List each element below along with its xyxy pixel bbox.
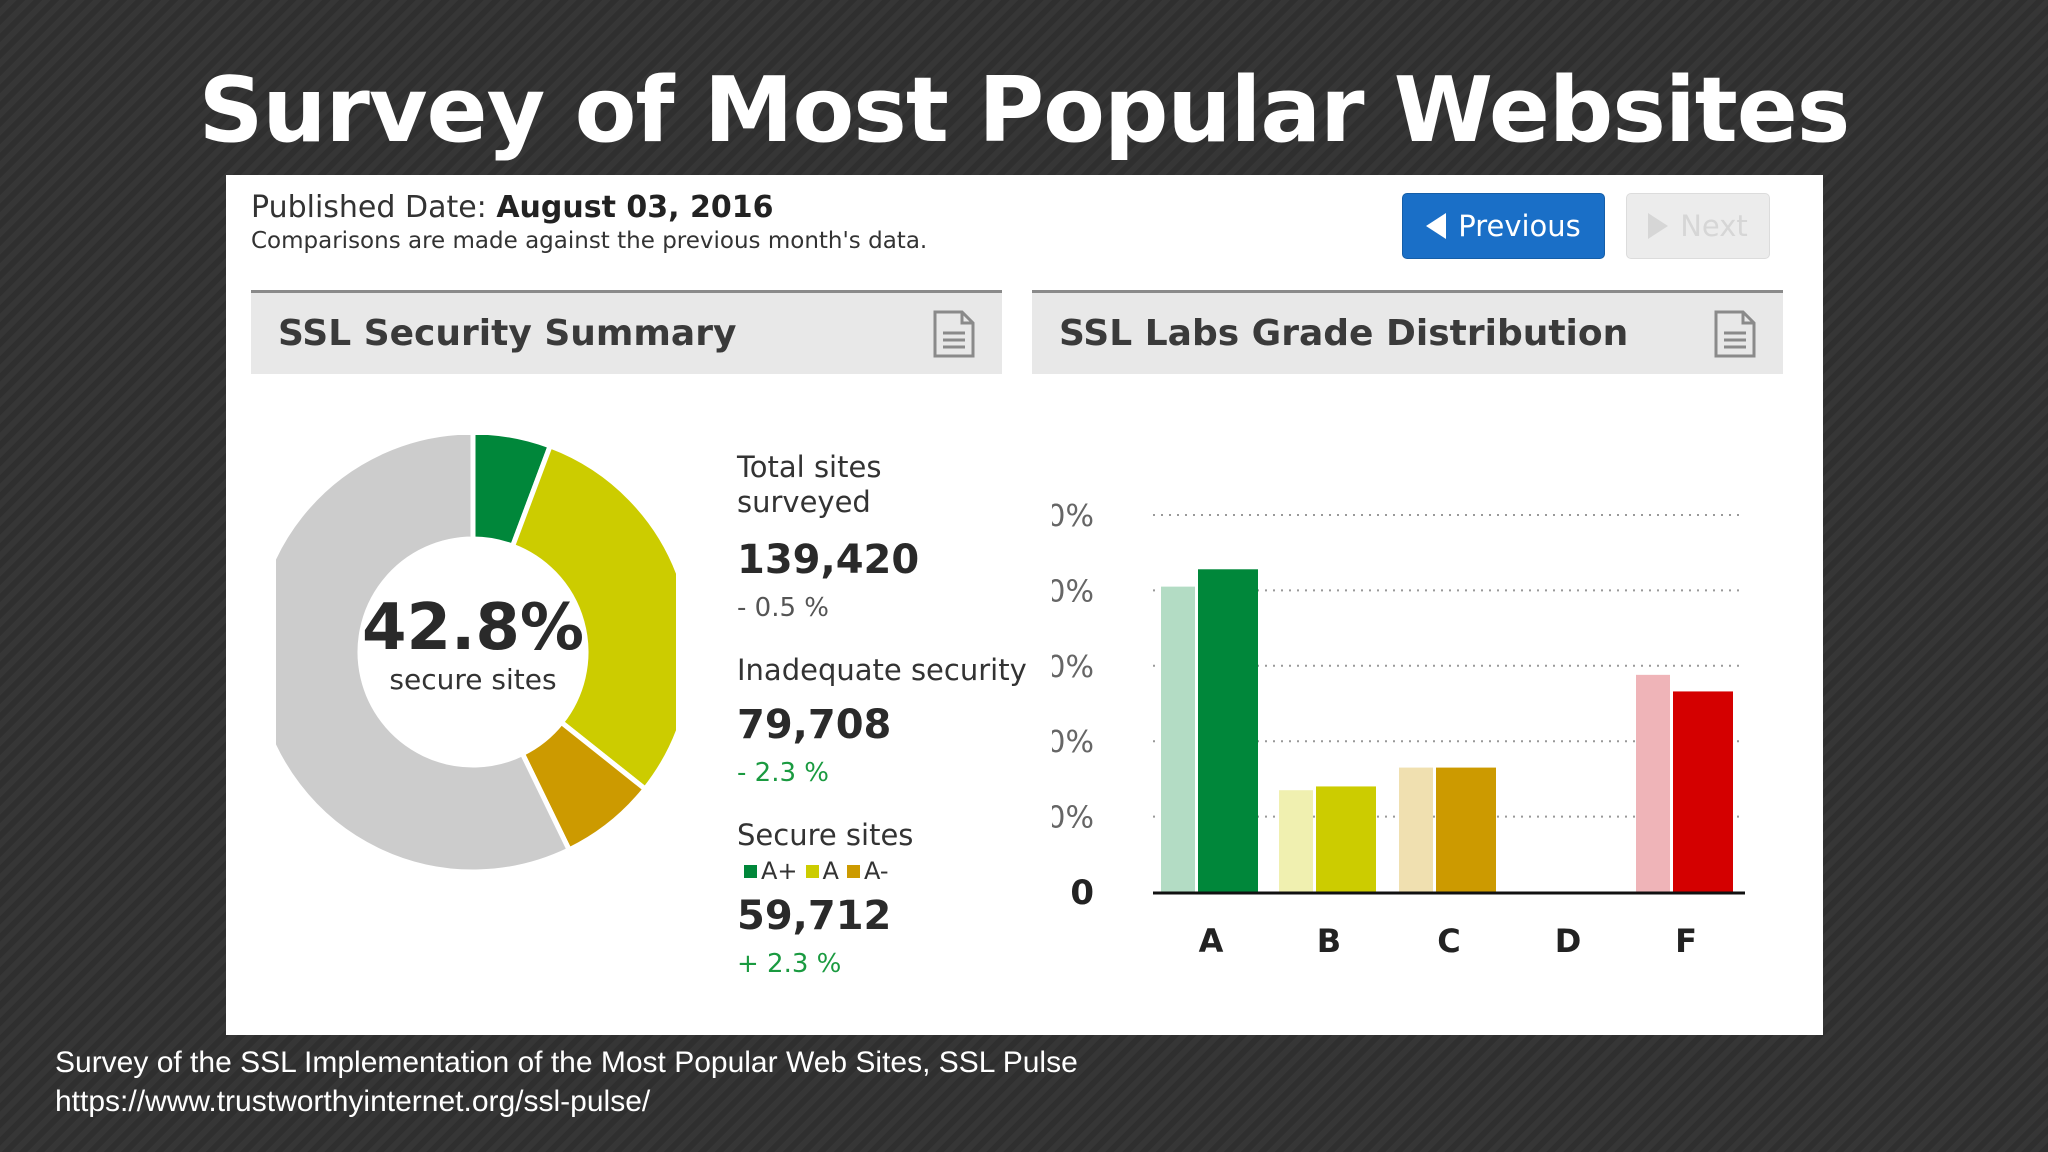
published-date-line: Published Date: August 03, 2016 (251, 190, 773, 225)
y-tick-label: 30% (1052, 650, 1094, 685)
y-tick-label: 10% (1052, 801, 1094, 836)
secure-sites-value: 59,712 (737, 893, 892, 939)
ssl-summary-header: SSL Security Summary (251, 290, 1002, 374)
x-tick-label: C (1437, 922, 1460, 960)
legend-item-a-minus: A- (846, 857, 889, 885)
arrow-right-icon (1648, 213, 1669, 239)
legend-swatch (744, 864, 757, 878)
y-tick-label: 0 (1070, 873, 1094, 913)
legend-label: A+ (761, 857, 798, 885)
secure-sites-caption: secure sites (389, 663, 557, 696)
legend-label: A (822, 857, 839, 885)
bar-previous-b (1279, 790, 1313, 892)
y-tick-label: 40% (1052, 574, 1094, 609)
grade-distribution-title: SSL Labs Grade Distribution (1059, 313, 1629, 354)
previous-label: Previous (1458, 209, 1581, 243)
total-sites-label-line2: surveyed (737, 485, 871, 519)
total-sites-label-line1: Total sites (737, 450, 882, 484)
x-tick-label: A (1199, 922, 1224, 960)
y-tick-label: 20% (1052, 725, 1094, 760)
document-icon[interactable] (1713, 309, 1757, 359)
published-date: August 03, 2016 (496, 190, 774, 225)
comparison-note: Comparisons are made against the previou… (251, 228, 928, 254)
source-url: https://www.trustworthyinternet.org/ssl-… (55, 1085, 651, 1118)
donut-slice-inadequate-security (276, 435, 573, 875)
next-label: Next (1680, 209, 1748, 243)
security-donut-chart (276, 435, 676, 875)
donut-slice-a (509, 442, 676, 793)
bar-current-c (1436, 767, 1496, 892)
bar-current-a (1198, 569, 1258, 892)
arrow-left-icon (1426, 213, 1447, 239)
next-button[interactable]: Next (1626, 193, 1770, 259)
secure-grade-legend: A+ A A- (744, 857, 889, 885)
secure-sites-change: + 2.3 % (737, 949, 842, 979)
bar-current-b (1316, 786, 1376, 892)
legend-label: A- (863, 857, 889, 885)
legend-swatch (805, 864, 819, 878)
inadequate-security-change: - 2.3 % (737, 758, 829, 788)
legend-item-a: A (805, 857, 839, 885)
donut-center: 42.8% secure sites (313, 593, 633, 696)
total-sites-value: 139,420 (737, 537, 920, 583)
bar-previous-f (1636, 674, 1670, 892)
published-label: Published Date: (251, 190, 487, 225)
ssl-summary-title: SSL Security Summary (278, 313, 737, 354)
slide-title: Survey of Most Popular Websites (198, 58, 1851, 163)
x-tick-label: D (1555, 922, 1582, 960)
inadequate-security-value: 79,708 (737, 702, 892, 748)
secure-percentage: 42.8% (361, 591, 585, 665)
legend-item-a-plus: A+ (744, 857, 798, 885)
bar-current-f (1673, 691, 1733, 892)
inadequate-security-label: Inadequate security (737, 653, 1027, 687)
y-tick-label: 50% (1052, 499, 1094, 534)
document-icon[interactable] (932, 309, 976, 359)
bar-previous-c (1399, 767, 1433, 892)
x-tick-label: F (1675, 922, 1697, 960)
previous-button[interactable]: Previous (1402, 193, 1605, 259)
x-tick-label: B (1317, 922, 1341, 960)
legend-swatch (846, 864, 860, 878)
grade-distribution-header: SSL Labs Grade Distribution (1032, 290, 1783, 374)
grade-distribution-chart: 0 10% 20% 30% 40% 50% A B C D F (1052, 499, 1745, 960)
secure-sites-label: Secure sites (737, 818, 914, 852)
bar-previous-a (1161, 586, 1195, 892)
total-sites-change: - 0.5 % (737, 593, 829, 623)
source-citation: Survey of the SSL Implementation of the … (55, 1046, 1078, 1079)
ssl-pulse-panel: Published Date: August 03, 2016 Comparis… (226, 175, 1823, 1035)
